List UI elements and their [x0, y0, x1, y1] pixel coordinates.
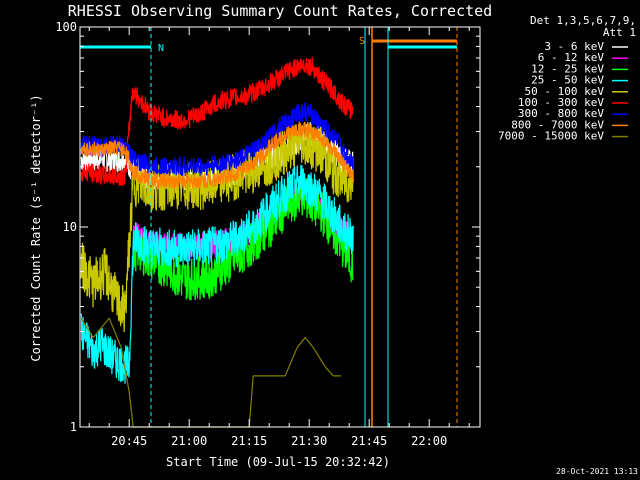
legend-label: 12 - 25 keV [531, 62, 604, 75]
y-tick-label: 100 [55, 20, 77, 34]
x-tick-label: 21:45 [351, 434, 387, 448]
series-layer [80, 56, 354, 428]
saa-marker-label: S [359, 36, 365, 47]
x-axis-label: Start Time (09-Jul-15 20:32:42) [166, 455, 390, 469]
y-axis-label: Corrected Count Rate (s⁻¹ detector⁻¹) [29, 94, 43, 361]
series-line-3 [80, 164, 354, 384]
x-tick-label: 21:00 [171, 434, 207, 448]
legend-label: 100 - 300 keV [518, 96, 604, 109]
series-7 [80, 121, 354, 190]
x-tick-label: 20:45 [111, 434, 147, 448]
footer-date: 28-Oct-2021 13:13 [556, 467, 638, 476]
legend-label: 800 - 7000 keV [511, 118, 604, 131]
marker-layer: NS [80, 27, 458, 427]
y-tick-label: 10 [63, 220, 77, 234]
night-marker-label: N [158, 43, 164, 54]
axes: 1 10 100 20:45 21:00 21:15 21:30 21:45 22:00 [55, 20, 481, 448]
legend-label: 7000 - 15000 keV [498, 130, 604, 143]
x-tick-label: 21:15 [231, 434, 267, 448]
series-line-7 [80, 121, 354, 190]
legend-header: Det 1,3,5,6,7,9, [530, 14, 636, 27]
legend-label: 3 - 6 keV [544, 40, 604, 53]
y-tick-label: 1 [70, 420, 77, 434]
legend-label: 6 - 12 keV [538, 51, 605, 64]
legend-label: 25 - 50 keV [531, 74, 604, 87]
x-tick-label: 21:30 [291, 434, 327, 448]
x-tick-label: 22:00 [411, 434, 447, 448]
legend-label: 50 - 100 keV [525, 85, 605, 98]
chart-title: RHESSI Observing Summary Count Rates, Co… [68, 2, 492, 20]
legend-header: Att 1 [603, 26, 636, 39]
legend-label: 300 - 800 keV [518, 107, 604, 120]
series-3 [80, 164, 354, 384]
